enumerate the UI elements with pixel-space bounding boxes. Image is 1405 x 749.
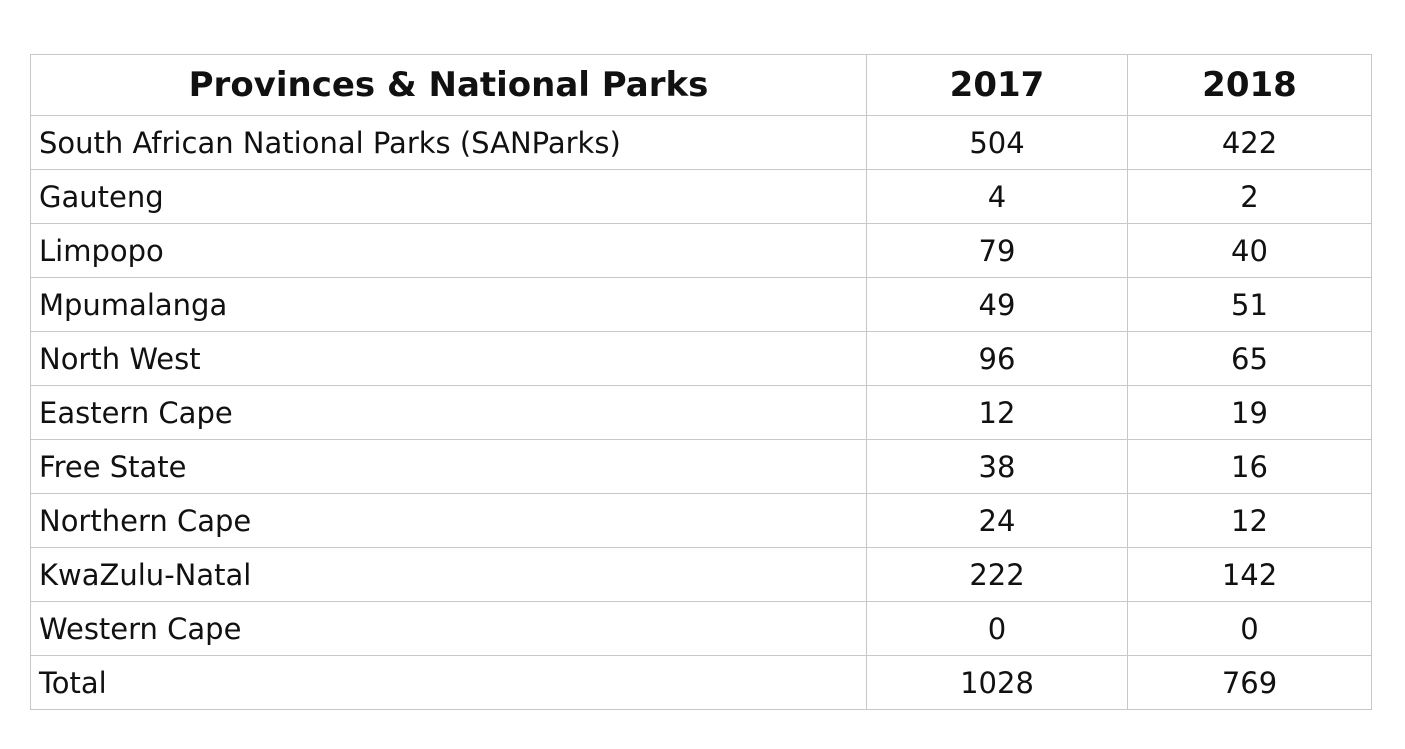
table-row: Eastern Cape 12 19	[30, 385, 1372, 440]
table-row: Northern Cape 24 12	[30, 493, 1372, 548]
value-2017-cell: 12	[866, 385, 1128, 440]
table-row: North West 96 65	[30, 331, 1372, 386]
value-2017-cell: 0	[866, 601, 1128, 656]
row-name-cell: Eastern Cape	[30, 385, 867, 440]
value-2018-cell: 65	[1127, 331, 1372, 386]
row-name-cell: KwaZulu-Natal	[30, 547, 867, 602]
value-2018-cell: 2	[1127, 169, 1372, 224]
column-header-provinces: Provinces & National Parks	[30, 54, 867, 116]
row-name-cell: South African National Parks (SANParks)	[30, 115, 867, 170]
row-name-cell: Mpumalanga	[30, 277, 867, 332]
table-row: Limpopo 79 40	[30, 223, 1372, 278]
header-row: Provinces & National Parks 2017 2018	[30, 54, 1372, 116]
table-row: KwaZulu-Natal 222 142	[30, 547, 1372, 602]
table-row: South African National Parks (SANParks) …	[30, 115, 1372, 170]
total-row: Total 1028 769	[30, 655, 1372, 710]
table-row: Mpumalanga 49 51	[30, 277, 1372, 332]
value-2017-cell: 24	[866, 493, 1128, 548]
value-2018-cell: 51	[1127, 277, 1372, 332]
value-2018-cell: 12	[1127, 493, 1372, 548]
value-2017-cell: 4	[866, 169, 1128, 224]
value-2018-cell: 142	[1127, 547, 1372, 602]
value-2018-cell: 0	[1127, 601, 1372, 656]
table-row: Gauteng 4 2	[30, 169, 1372, 224]
value-2017-cell: 79	[866, 223, 1128, 278]
table-header: Provinces & National Parks 2017 2018	[30, 54, 1372, 116]
value-2017-cell: 222	[866, 547, 1128, 602]
value-2018-cell: 16	[1127, 439, 1372, 494]
total-label-cell: Total	[30, 655, 867, 710]
value-2018-cell: 40	[1127, 223, 1372, 278]
value-2017-cell: 49	[866, 277, 1128, 332]
value-2017-cell: 96	[866, 331, 1128, 386]
row-name-cell: Free State	[30, 439, 867, 494]
value-2018-cell: 422	[1127, 115, 1372, 170]
row-name-cell: Limpopo	[30, 223, 867, 278]
value-2017-cell: 38	[866, 439, 1128, 494]
column-header-2017: 2017	[866, 54, 1128, 116]
total-2017-cell: 1028	[866, 655, 1128, 710]
row-name-cell: North West	[30, 331, 867, 386]
row-name-cell: Western Cape	[30, 601, 867, 656]
table-body: South African National Parks (SANParks) …	[30, 115, 1372, 710]
table-row: Western Cape 0 0	[30, 601, 1372, 656]
total-2018-cell: 769	[1127, 655, 1372, 710]
table-row: Free State 38 16	[30, 439, 1372, 494]
value-2017-cell: 504	[866, 115, 1128, 170]
row-name-cell: Northern Cape	[30, 493, 867, 548]
value-2018-cell: 19	[1127, 385, 1372, 440]
column-header-2018: 2018	[1127, 54, 1372, 116]
row-name-cell: Gauteng	[30, 169, 867, 224]
data-table: Provinces & National Parks 2017 2018 Sou…	[30, 54, 1372, 710]
